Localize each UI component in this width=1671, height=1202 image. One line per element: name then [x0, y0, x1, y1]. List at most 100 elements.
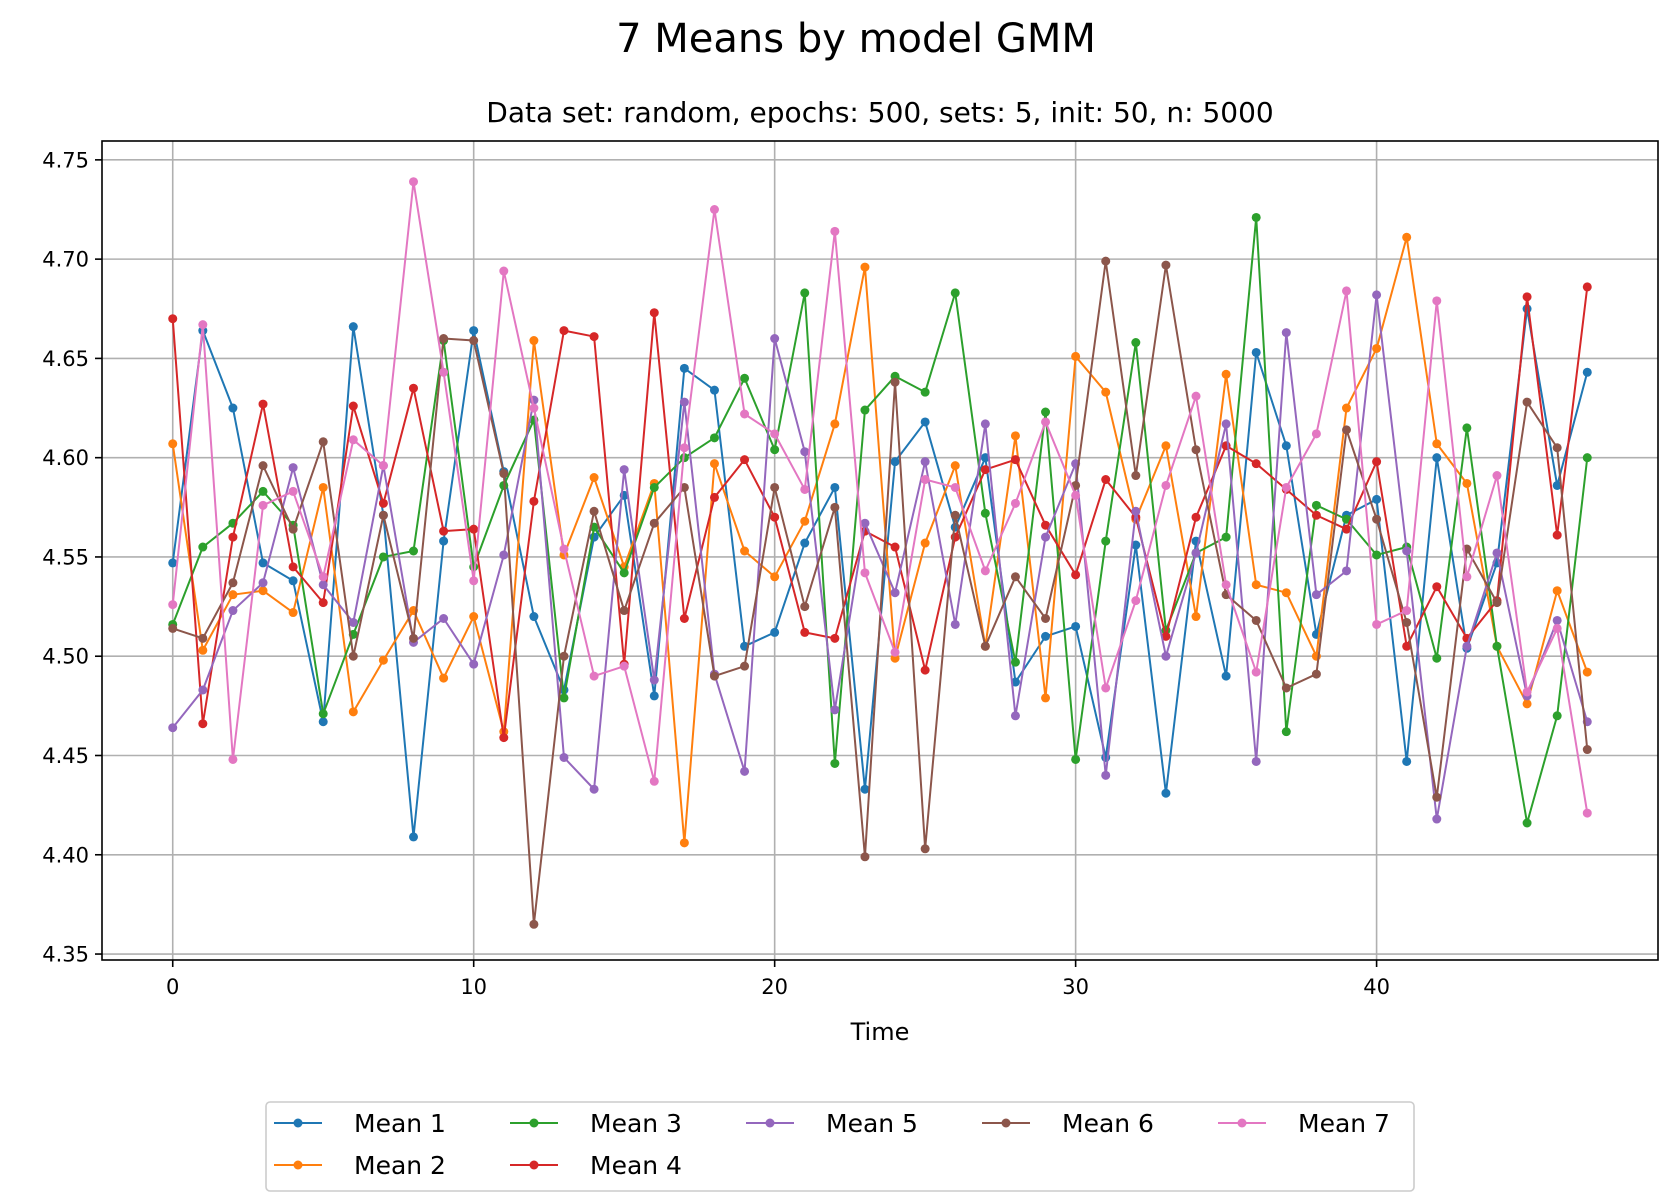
y-axis-ticks: 4.35 4.40 4.45 4.50 4.55 4.60 4.65 4.70 4.75	[42, 148, 102, 967]
legend-label: Mean 4	[590, 1151, 682, 1180]
data-point	[529, 612, 539, 622]
legend-label: Mean 1	[354, 1109, 446, 1138]
series-line	[171, 307, 1589, 838]
data-point	[559, 326, 569, 336]
legend-entry: Mean 2	[274, 1151, 446, 1180]
data-point	[258, 461, 268, 471]
data-point	[258, 399, 268, 409]
legend-marker	[765, 1118, 775, 1128]
data-point	[709, 459, 719, 469]
x-tick-label: 10	[460, 975, 487, 999]
data-point	[1552, 530, 1562, 540]
data-point	[1161, 441, 1171, 451]
data-point	[1402, 232, 1412, 242]
y-tick-label: 4.35	[42, 943, 89, 967]
data-point	[830, 633, 840, 643]
legend-entry: Mean 1	[274, 1109, 446, 1138]
data-point	[679, 838, 689, 848]
data-point	[1342, 286, 1351, 296]
data-point	[288, 463, 298, 473]
data-point	[709, 433, 719, 443]
data-point	[1041, 417, 1051, 427]
data-point	[890, 588, 900, 598]
data-point	[1552, 711, 1562, 721]
data-point	[950, 461, 960, 471]
data-point	[920, 457, 930, 467]
data-point	[679, 363, 689, 373]
legend-marker	[1237, 1118, 1247, 1128]
data-point	[469, 524, 479, 534]
data-point	[740, 661, 750, 671]
data-point	[1191, 445, 1201, 455]
data-point	[288, 562, 298, 572]
y-tick-label: 4.40	[42, 843, 89, 867]
data-point	[409, 546, 418, 556]
data-point	[168, 314, 178, 324]
data-point	[1221, 671, 1231, 681]
data-point	[1251, 615, 1261, 625]
data-point	[1041, 614, 1051, 623]
data-point	[1372, 494, 1382, 504]
legend-label: Mean 6	[1062, 1109, 1154, 1138]
data-point	[1552, 586, 1562, 596]
data-point	[709, 492, 719, 502]
data-point	[1101, 475, 1111, 485]
data-point	[1522, 687, 1532, 697]
data-point	[589, 506, 599, 516]
data-point	[1311, 429, 1321, 439]
data-point	[168, 623, 178, 633]
data-point	[288, 608, 298, 618]
data-point	[1131, 338, 1141, 348]
data-point	[920, 475, 930, 485]
legend: Mean 1 Mean 2 Mean 3 Mean 4 Mean 5 Mean 6 Mean…	[265, 1101, 1415, 1192]
data-point	[1372, 457, 1382, 467]
data-point	[529, 403, 539, 413]
data-point	[709, 671, 719, 681]
data-point	[1191, 612, 1201, 622]
data-point	[499, 469, 509, 479]
data-point	[920, 417, 930, 427]
data-point	[679, 443, 689, 453]
data-point	[168, 558, 178, 568]
data-point	[800, 602, 810, 612]
legend-label: Mean 7	[1298, 1109, 1390, 1138]
data-point	[378, 461, 388, 471]
data-point	[1071, 754, 1081, 764]
data-point	[228, 403, 238, 413]
data-point	[649, 482, 659, 492]
data-point	[1131, 506, 1141, 516]
y-tick-label: 4.60	[42, 446, 89, 470]
legend-label: Mean 5	[826, 1109, 918, 1138]
data-point	[770, 512, 780, 522]
data-point	[1432, 814, 1442, 824]
data-point	[740, 546, 750, 556]
data-point	[318, 717, 328, 727]
data-point	[348, 322, 358, 332]
data-point	[439, 526, 449, 536]
data-point	[258, 486, 268, 496]
data-point	[1131, 471, 1141, 481]
data-point	[1161, 788, 1171, 798]
data-point	[258, 558, 268, 568]
data-point	[1251, 580, 1261, 590]
data-point	[559, 544, 569, 554]
data-point	[1071, 351, 1081, 361]
data-point	[1311, 510, 1321, 520]
data-point	[770, 429, 780, 439]
data-point	[1552, 480, 1562, 490]
data-point	[258, 586, 268, 596]
data-point	[1462, 423, 1472, 433]
data-point	[1342, 566, 1351, 576]
data-point	[1191, 391, 1201, 401]
data-point	[168, 600, 178, 610]
data-point	[348, 707, 358, 717]
data-point	[559, 752, 569, 762]
legend-marker	[293, 1118, 303, 1128]
data-point	[619, 568, 629, 578]
data-point	[1071, 490, 1081, 500]
data-point	[950, 619, 960, 629]
data-point	[469, 326, 479, 336]
data-point	[1041, 532, 1051, 542]
data-point	[1462, 572, 1472, 582]
data-point	[770, 482, 780, 492]
